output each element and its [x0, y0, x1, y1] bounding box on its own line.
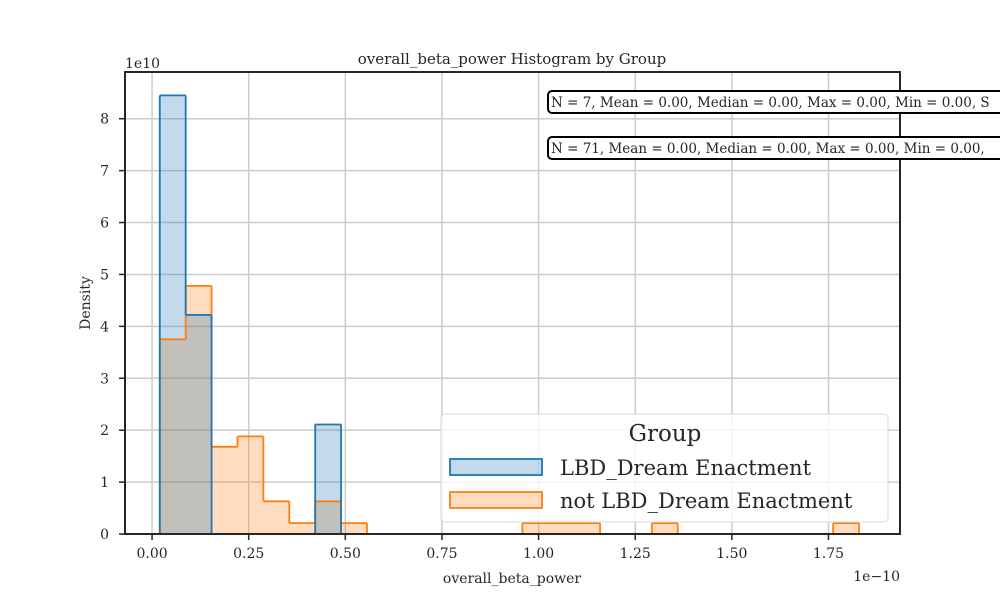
x-tick-label: 1.00 [523, 546, 554, 562]
bar-lbd [185, 314, 212, 534]
bar-not-lbd [185, 285, 212, 534]
x-tick-label: 1.75 [813, 546, 844, 562]
x-offset-label: 1e−10 [853, 569, 900, 585]
y-tick-label: 5 [100, 267, 109, 283]
legend-title: Group [629, 421, 702, 447]
bar-not-lbd [289, 523, 316, 534]
legend-label-not-lbd: not LBD_Dream Enactment [560, 489, 853, 513]
stats-box-1-text: N = 7, Mean = 0.00, Median = 0.00, Max =… [551, 95, 990, 111]
x-tick-label: 0.00 [136, 546, 167, 562]
legend-label-lbd: LBD_Dream Enactment [560, 456, 812, 480]
stats-box-2-frame [547, 136, 1000, 160]
x-axis-ticks: 0.00 0.25 0.50 0.75 1.00 1.25 1.50 1.75 [136, 534, 844, 562]
x-tick-label: 0.50 [330, 546, 361, 562]
stats-box-2: N = 71, Mean = 0.00, Median = 0.00, Max … [547, 136, 1000, 160]
legend-frame [440, 413, 889, 523]
legend-swatch-not-lbd [449, 491, 543, 509]
bar-not-lbd [833, 523, 860, 534]
bar-not-lbd [651, 523, 678, 534]
plot-frame [124, 71, 901, 535]
y-tick-label: 6 [100, 216, 109, 232]
bar-not-lbd [548, 523, 575, 534]
bar-not-lbd [522, 523, 549, 534]
bar-not-lbd [263, 501, 290, 534]
bar-lbd [159, 95, 186, 534]
x-tick-label: 1.25 [620, 546, 651, 562]
x-tick-label: 1.50 [716, 546, 747, 562]
y-axis-ticks: 0 1 2 3 4 5 6 7 8 [100, 112, 125, 543]
legend-swatch-lbd [449, 458, 543, 476]
legend: Group LBD_Dream Enactment not LBD_Dream … [440, 413, 889, 523]
bar-not-lbd [341, 523, 367, 534]
y-tick-label: 8 [100, 112, 109, 128]
x-tick-label: 0.25 [233, 546, 264, 562]
stats-box-1: N = 7, Mean = 0.00, Median = 0.00, Max =… [547, 90, 1000, 114]
bar-not-lbd [211, 446, 238, 534]
y-tick-label: 4 [100, 319, 109, 335]
chart-title: overall_beta_power Histogram by Group [358, 50, 666, 68]
stats-box-1-frame [547, 90, 1000, 114]
stats-box-2-text: N = 71, Mean = 0.00, Median = 0.00, Max … [551, 141, 985, 157]
x-axis-label: overall_beta_power [443, 571, 581, 587]
bar-lbd [315, 424, 342, 534]
bar-not-lbd [315, 501, 342, 534]
bar-not-lbd [159, 339, 186, 534]
y-offset-label: 1e10 [125, 56, 160, 72]
step-outline-lbd [158, 94, 342, 534]
y-tick-label: 0 [100, 527, 109, 543]
histogram-bars [158, 94, 860, 534]
x-tick-label: 0.75 [426, 546, 457, 562]
y-tick-label: 3 [100, 371, 109, 387]
y-tick-label: 1 [100, 475, 109, 491]
y-tick-label: 7 [100, 164, 109, 180]
bar-not-lbd [237, 436, 264, 534]
bar-not-lbd [574, 523, 601, 534]
y-tick-label: 2 [100, 423, 109, 439]
y-axis-label: Density [78, 276, 94, 330]
